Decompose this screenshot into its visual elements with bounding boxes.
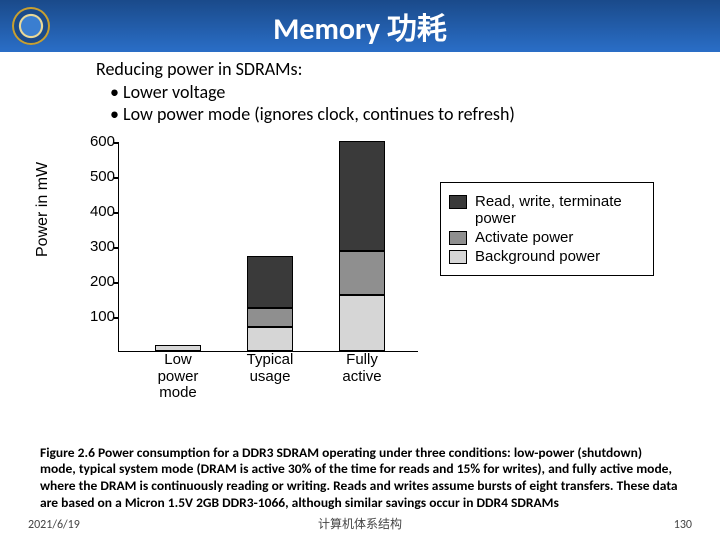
footer-center: 计算机体系结构 [0,515,720,532]
legend-swatch [449,231,467,245]
legend-label: Background power [475,248,600,265]
bullet-item: • Lower voltage [124,81,515,104]
legend-swatch [449,250,467,264]
legend-swatch [449,195,467,209]
slide-header: Memory 功耗 [0,0,720,52]
y-tick-mark [114,212,119,214]
y-tick-mark [114,142,119,144]
y-tick-mark [114,317,119,319]
y-tick-mark [114,177,119,179]
chart-legend: Read, write, terminate power Activate pow… [440,182,654,276]
bullet-item: • Low power mode (ignores clock, continu… [124,103,515,126]
y-axis-label: Power in mW [34,162,52,257]
legend-item: Activate power [449,229,645,246]
legend-item: Read, write, terminate power [449,193,645,227]
bullet-block: Reducing power in SDRAMs: • Lower voltag… [96,58,515,126]
slide-body: Reducing power in SDRAMs: • Lower voltag… [0,52,720,540]
bar-segment [247,308,293,326]
bar-segment [247,256,293,309]
bar-segment [247,327,293,352]
y-tick-label: 400 [75,203,115,220]
y-tick-mark [114,247,119,249]
university-logo [12,7,50,45]
plot-area: 100200300400500600LowpowermodeTypicalusa… [118,142,418,352]
legend-label: Read, write, terminate power [475,193,645,227]
y-tick-label: 200 [75,273,115,290]
y-tick-mark [114,282,119,284]
slide-title: Memory 功耗 [50,4,720,48]
bar-segment [339,295,385,351]
figure-caption: Figure 2.6 Power consumption for a DDR3 … [40,445,680,513]
y-tick-label: 600 [75,133,115,150]
legend-label: Activate power [475,229,573,246]
x-category-label: Fullyactive [317,352,407,385]
bar-segment [339,141,385,251]
bullet-lead: Reducing power in SDRAMs: [96,58,515,81]
bar-segment [339,251,385,295]
x-category-label: Typicalusage [225,352,315,385]
footer-page-number: 130 [674,518,692,532]
x-category-label: Lowpowermode [133,352,223,402]
y-tick-label: 500 [75,168,115,185]
y-tick-label: 100 [75,308,115,325]
power-chart: Power in mW 100200300400500600Lowpowermo… [40,142,680,392]
legend-item: Background power [449,248,645,265]
caption-text: Figure 2.6 Power consumption for a DDR3 … [40,444,678,512]
y-tick-label: 300 [75,238,115,255]
